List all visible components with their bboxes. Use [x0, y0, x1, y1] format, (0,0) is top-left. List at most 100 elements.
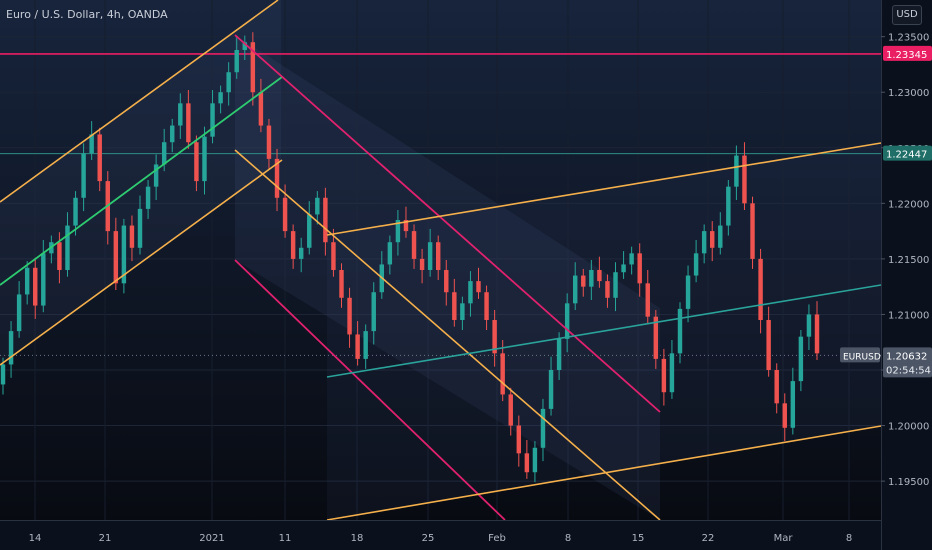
- level-price-label-bg: [883, 145, 932, 161]
- falling-channel-upper: [234, 34, 661, 413]
- candle-body: [669, 353, 675, 393]
- symbol-tag-bg: [840, 347, 880, 363]
- time-axis-background: [0, 520, 881, 550]
- candle-body: [202, 136, 207, 182]
- candle-body: [581, 275, 586, 287]
- candle-body: [355, 334, 360, 359]
- candle-body: [137, 208, 143, 248]
- resistance-price-label-bg: [883, 45, 932, 61]
- candle-body: [685, 275, 691, 309]
- candle-body: [597, 270, 602, 282]
- candle-body: [798, 336, 804, 382]
- time-tick-label: 21: [99, 533, 112, 544]
- candle-body: [629, 253, 634, 265]
- candle-body: [734, 155, 739, 187]
- candle-body: [718, 225, 723, 248]
- candle-body: [218, 92, 223, 104]
- candle-body: [41, 253, 46, 306]
- candle-body: [73, 197, 78, 226]
- candle-body: [782, 403, 787, 428]
- price-tick-label: 1.19500: [888, 477, 929, 488]
- candle-body: [403, 220, 409, 232]
- candle-body: [194, 142, 199, 182]
- candle-body: [613, 272, 618, 298]
- time-tick-label: 22: [702, 533, 715, 544]
- candle-body: [274, 158, 280, 198]
- candle-body: [113, 231, 119, 284]
- candle-body: [0, 364, 6, 385]
- candle-body: [693, 253, 699, 276]
- candle-body: [33, 267, 38, 306]
- candle-body: [331, 242, 336, 270]
- candle-body: [8, 331, 14, 365]
- candle-body: [161, 142, 167, 165]
- candle-body: [637, 253, 642, 284]
- candle-body: [726, 186, 731, 226]
- candle-body: [339, 270, 344, 298]
- rising-channel-2-mid: [326, 284, 882, 378]
- candle-body: [323, 197, 328, 243]
- level-price-label: 1.22447: [886, 150, 927, 161]
- candle-body: [605, 281, 610, 298]
- time-tick-label: 15: [632, 533, 645, 544]
- candle-body: [516, 425, 522, 454]
- time-tick-label: 8: [565, 533, 571, 544]
- candle-body: [790, 381, 796, 428]
- candle-body: [621, 264, 626, 273]
- candle-body: [363, 331, 368, 359]
- candle-body: [371, 292, 376, 332]
- candle-body: [548, 370, 554, 409]
- candle-body: [677, 308, 683, 354]
- falling-channel-mid: [234, 149, 661, 521]
- time-tick-label: Mar: [774, 533, 794, 544]
- candle-body: [170, 125, 175, 143]
- time-tick-label: 18: [351, 533, 364, 544]
- candle-body: [774, 370, 779, 404]
- time-tick-label: 11: [279, 533, 292, 544]
- rising-channel-2-lower: [326, 425, 882, 521]
- candle-body: [129, 225, 135, 248]
- candle-body: [492, 320, 497, 354]
- price-tick-label: 1.21500: [888, 255, 929, 266]
- candle-body: [266, 125, 272, 159]
- candle-body: [24, 267, 30, 295]
- candle-body: [226, 72, 231, 93]
- candle-body: [484, 292, 489, 320]
- candle-body: [564, 303, 570, 339]
- rising-channel-2-upper: [326, 142, 882, 236]
- time-tick-label: 25: [422, 533, 435, 544]
- candle-body: [645, 283, 650, 317]
- candle-body: [65, 225, 70, 270]
- chart-title: Euro / U.S. Dollar, 4h, OANDA: [6, 8, 168, 21]
- candle-body: [500, 353, 505, 395]
- price-tick-label: 1.20000: [888, 422, 929, 433]
- current-price-label: 1.20632: [886, 351, 927, 362]
- price-tick-label: 1.23500: [888, 33, 929, 44]
- candle-body: [89, 134, 94, 154]
- candle-body: [524, 453, 530, 473]
- candle-body: [701, 231, 707, 254]
- symbol-tag: EURUSD: [843, 352, 881, 362]
- candle-body: [298, 247, 304, 259]
- candle-body: [427, 242, 433, 270]
- candle-body: [435, 242, 441, 270]
- time-tick-label: 14: [29, 533, 42, 544]
- price-tick-label: 1.23000: [888, 88, 929, 99]
- candle-body: [234, 50, 239, 73]
- time-tick-label: 2021: [199, 533, 224, 544]
- candle-body: [290, 231, 296, 259]
- price-tick-label: 1.22000: [888, 199, 929, 210]
- candle-body: [153, 164, 159, 187]
- candle-body: [411, 231, 417, 259]
- candle-body: [476, 281, 481, 293]
- candle-body: [468, 281, 473, 304]
- price-tick-label: 1.21000: [888, 310, 929, 321]
- currency-button[interactable]: USD: [892, 5, 922, 25]
- candle-body: [532, 447, 538, 473]
- candle-body: [395, 220, 401, 243]
- candle-body: [540, 408, 546, 448]
- rising-channel-mid: [0, 76, 283, 286]
